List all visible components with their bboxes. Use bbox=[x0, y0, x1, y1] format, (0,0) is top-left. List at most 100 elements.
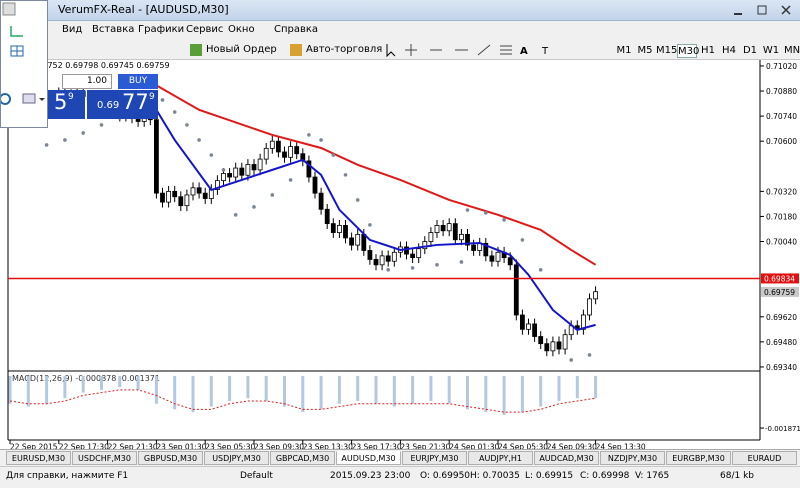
macd-bar bbox=[264, 375, 268, 401]
candle-body bbox=[336, 225, 342, 233]
moving-average bbox=[137, 74, 597, 266]
status-field: C: 0.69998 bbox=[580, 471, 630, 481]
chart-tab[interactable]: GBPUSD,M30 bbox=[138, 451, 203, 465]
menu-item[interactable]: Справка bbox=[274, 24, 319, 35]
candle-body bbox=[257, 158, 263, 171]
candle-body bbox=[245, 164, 251, 176]
candle-body bbox=[410, 253, 416, 259]
x-tick-label: 24 Sep 13:30 bbox=[596, 443, 646, 452]
candle-body bbox=[367, 250, 373, 260]
candle-body bbox=[422, 241, 428, 250]
macd-bar bbox=[63, 375, 67, 399]
timeframe-button[interactable]: M5 bbox=[637, 45, 653, 56]
chart-tab[interactable]: AUDCAD,M30 bbox=[534, 451, 599, 465]
menu-item[interactable]: Вставка bbox=[92, 24, 135, 35]
menu-item[interactable]: Вид bbox=[62, 24, 83, 35]
candle-body bbox=[282, 151, 287, 158]
candle-body bbox=[452, 223, 458, 241]
candle-body bbox=[214, 180, 220, 190]
status-field: Для справки, нажмите F1 bbox=[6, 471, 129, 481]
buy-button[interactable]: BUY bbox=[118, 74, 158, 89]
lot-field[interactable]: 1.00 bbox=[62, 74, 112, 89]
sar-dot bbox=[44, 143, 49, 147]
chart-tab[interactable]: USDCHF,M30 bbox=[72, 451, 137, 465]
macd-bar bbox=[484, 375, 488, 413]
macd-bar bbox=[374, 375, 378, 404]
status-field: L: 0.69915 bbox=[525, 471, 574, 481]
chart-tab[interactable]: EURAUD bbox=[732, 451, 797, 465]
x-tick-label: 22 Sep 2015 bbox=[10, 443, 58, 452]
candle-body bbox=[483, 242, 489, 257]
sar-dot bbox=[197, 138, 201, 142]
y-tick-label: 0.70600 bbox=[766, 137, 797, 146]
timeframe-button[interactable]: M15 bbox=[656, 45, 678, 56]
macd-bar bbox=[575, 375, 579, 399]
candle-body bbox=[562, 334, 568, 350]
candle-body bbox=[263, 147, 269, 160]
candle-body bbox=[233, 167, 239, 178]
title-bar: VerumFX-Real - [AUDUSD,M30] bbox=[0, 0, 800, 21]
menu-item[interactable]: Графики bbox=[138, 24, 185, 35]
candle-body bbox=[465, 233, 470, 246]
chart-tab[interactable]: EURUSD,M30 bbox=[6, 451, 71, 465]
svg-text:T: T bbox=[541, 46, 549, 57]
candle-body bbox=[251, 164, 257, 171]
candle-body bbox=[269, 140, 275, 149]
macd-bar bbox=[301, 375, 305, 413]
candle-body bbox=[587, 298, 592, 316]
timeframe-button[interactable]: H1 bbox=[701, 45, 715, 56]
x-tick-label: 24 Sep 05:30 bbox=[498, 443, 548, 452]
window-title: VerumFX-Real - [AUDUSD,M30] bbox=[58, 3, 229, 16]
macd-bar bbox=[539, 375, 543, 407]
y-tick-label: 0.71020 bbox=[766, 62, 797, 71]
sar-dot bbox=[331, 153, 336, 157]
toolbar-icons: A T bbox=[190, 44, 549, 58]
last-price-box bbox=[761, 286, 799, 297]
buy-box[interactable]: 0.69 77 9 bbox=[87, 90, 158, 119]
macd-bar bbox=[136, 375, 140, 390]
candle-body bbox=[275, 140, 281, 153]
macd-bar bbox=[228, 375, 232, 401]
auto-trading-button[interactable]: Авто-торговля bbox=[306, 44, 383, 55]
macd-bar bbox=[118, 375, 122, 388]
candle-body bbox=[489, 255, 495, 262]
sar-dot bbox=[368, 223, 372, 227]
new-order-button[interactable]: Новый Ордер bbox=[206, 44, 277, 55]
sar-dot bbox=[270, 193, 275, 197]
chart-tab[interactable]: EURGBP,M30 bbox=[666, 451, 731, 465]
macd-bar bbox=[191, 375, 195, 413]
navigator-icons[interactable] bbox=[0, 1, 47, 127]
macd-bar bbox=[100, 375, 103, 390]
candle-body bbox=[556, 341, 562, 350]
macd-signal bbox=[9, 389, 596, 413]
chart-tab[interactable]: NZDJPY,M30 bbox=[600, 451, 665, 465]
candle-body bbox=[330, 223, 336, 233]
chart-tabs: EURUSD,M30 USDCHF,M30 GBPUSD,M30 USDJPY,M30… bbox=[0, 449, 800, 466]
candle-body bbox=[526, 323, 531, 330]
toolbar: A T Новый Ордер Авто-торговля M1 M5 M15 M30… bbox=[0, 40, 800, 60]
chart-tab[interactable]: AUDUSD,M30 bbox=[336, 451, 401, 465]
sar-dot bbox=[538, 268, 543, 272]
macd-panel: -0.001871 bbox=[8, 375, 800, 433]
macd-bar bbox=[520, 375, 524, 413]
chart-tab[interactable]: USDJPY,M30 bbox=[204, 451, 269, 465]
candle-body bbox=[446, 223, 452, 232]
timeframe-button[interactable]: D1 bbox=[742, 45, 758, 56]
timeframe-button[interactable]: W1 bbox=[762, 45, 780, 56]
chart-tab[interactable]: GBPCAD,M30 bbox=[270, 451, 335, 465]
x-tick-label: 23 Sep 17:30 bbox=[352, 443, 402, 452]
window-controls[interactable] bbox=[720, 0, 800, 21]
timeframe-button[interactable]: M1 bbox=[616, 45, 632, 56]
menu-item[interactable]: Сервис bbox=[186, 24, 224, 35]
candle-body bbox=[416, 248, 422, 259]
chart-header: M30 0.69752 0.69798 0.69745 0.69759 bbox=[10, 61, 170, 70]
timeframe-button[interactable]: MN bbox=[783, 45, 800, 56]
status-bar: Для справки, нажмите F1 Default 2015.09.23… bbox=[0, 466, 800, 488]
menu-item[interactable]: Окно bbox=[228, 24, 255, 35]
candle-body bbox=[538, 336, 544, 345]
chart-tab[interactable]: AUDJPY,H1 bbox=[468, 451, 533, 465]
timeframe-button[interactable]: H4 bbox=[722, 45, 736, 56]
candle-body bbox=[153, 119, 159, 194]
timeframe-button[interactable]: M30 bbox=[677, 44, 700, 58]
chart-tab[interactable]: EURJPY,M30 bbox=[402, 451, 467, 465]
